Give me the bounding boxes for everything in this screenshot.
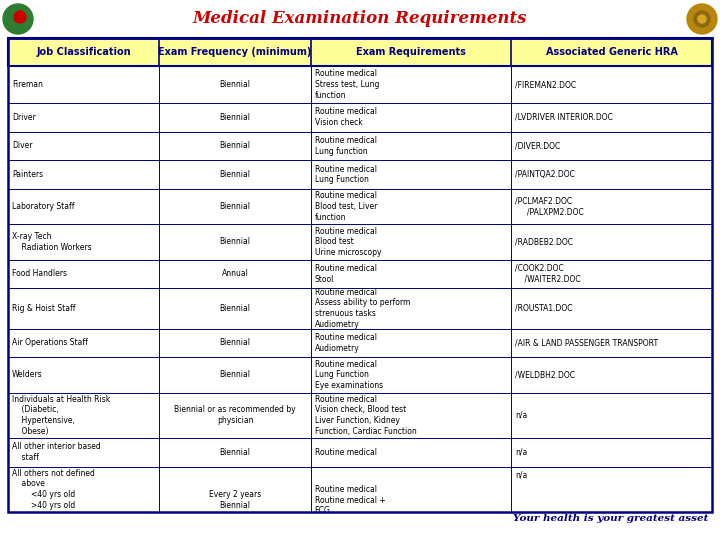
Text: /WELDBH2.DOC: /WELDBH2.DOC	[516, 370, 575, 379]
Text: All other interior based
    staff: All other interior based staff	[12, 442, 101, 462]
Text: Driver: Driver	[12, 113, 36, 122]
Text: Routine medical
Lung Function: Routine medical Lung Function	[315, 165, 377, 185]
Text: Routine medical
Blood test
Urine microscopy: Routine medical Blood test Urine microsc…	[315, 227, 381, 257]
Text: All others not defined
    above
        <40 yrs old
        >40 yrs old: All others not defined above <40 yrs old…	[12, 469, 95, 510]
Text: Biennial: Biennial	[220, 370, 251, 379]
Text: Routine medical
Blood test, Liver
function: Routine medical Blood test, Liver functi…	[315, 191, 377, 222]
Text: Rig & Hoist Staff: Rig & Hoist Staff	[12, 304, 76, 313]
Text: Biennial: Biennial	[220, 238, 251, 246]
Text: X-ray Tech
    Radiation Workers: X-ray Tech Radiation Workers	[12, 232, 91, 252]
Bar	[8, 357, 712, 393]
Text: Food Handlers: Food Handlers	[12, 269, 67, 278]
Text: Biennial: Biennial	[220, 448, 251, 457]
Bar	[8, 328, 712, 357]
Text: Biennial or as recommended by
physician: Biennial or as recommended by physician	[174, 406, 296, 425]
Bar	[8, 38, 712, 512]
Text: Biennial: Biennial	[220, 80, 251, 89]
Text: Job Classification: Job Classification	[37, 47, 131, 57]
Text: Your health is your greatest asset: Your health is your greatest asset	[513, 514, 708, 523]
Text: Biennial: Biennial	[220, 113, 251, 122]
Text: Routine medical
Audiometry: Routine medical Audiometry	[315, 333, 377, 353]
Text: Medical Examination Requirements: Medical Examination Requirements	[193, 10, 527, 27]
Text: Painters: Painters	[12, 170, 43, 179]
Bar	[8, 288, 712, 328]
Text: Associated Generic HRA: Associated Generic HRA	[546, 47, 678, 57]
Text: Routine medical
Stool: Routine medical Stool	[315, 264, 377, 284]
Text: Biennial: Biennial	[220, 141, 251, 151]
Text: n/a: n/a	[516, 448, 528, 457]
Text: Biennial: Biennial	[220, 304, 251, 313]
Bar	[8, 467, 712, 512]
Bar	[8, 224, 712, 260]
Circle shape	[698, 15, 706, 23]
Text: Air Operations Staff: Air Operations Staff	[12, 339, 88, 347]
Text: Routine medical
Lung Function
Eye examinations: Routine medical Lung Function Eye examin…	[315, 360, 383, 390]
Text: /ROUSTA1.DOC: /ROUSTA1.DOC	[516, 304, 573, 313]
Text: /LVDRIVER INTERIOR.DOC: /LVDRIVER INTERIOR.DOC	[516, 113, 613, 122]
Text: /RADBEB2.DOC: /RADBEB2.DOC	[516, 238, 573, 246]
Bar	[8, 189, 712, 224]
Text: Exam Requirements: Exam Requirements	[356, 47, 466, 57]
Text: n/a: n/a	[516, 470, 528, 480]
Text: n/a: n/a	[516, 411, 528, 420]
Bar	[8, 160, 712, 189]
Text: Routine medical: Routine medical	[315, 448, 377, 457]
Bar	[8, 438, 712, 467]
Circle shape	[14, 11, 26, 23]
Bar	[8, 66, 712, 103]
Text: Welders: Welders	[12, 370, 42, 379]
Bar	[8, 103, 712, 132]
Text: /AIR & LAND PASSENGER TRANSPORT: /AIR & LAND PASSENGER TRANSPORT	[516, 339, 659, 347]
Text: Biennial: Biennial	[220, 170, 251, 179]
Text: Annual: Annual	[222, 269, 248, 278]
Text: /PCLMAF2.DOC
     /PALXPM2.DOC: /PCLMAF2.DOC /PALXPM2.DOC	[516, 197, 584, 217]
Text: /DIVER.DOC: /DIVER.DOC	[516, 141, 561, 151]
Text: Laboratory Staff: Laboratory Staff	[12, 202, 74, 211]
Bar	[8, 393, 712, 438]
Text: Exam Frequency (minimum): Exam Frequency (minimum)	[158, 47, 312, 57]
Text: Biennial: Biennial	[220, 339, 251, 347]
Text: Routine medical
Routine medical +
ECG: Routine medical Routine medical + ECG	[315, 463, 385, 515]
Circle shape	[687, 4, 717, 34]
Text: Fireman: Fireman	[12, 80, 43, 89]
Text: Routine medical
Stress test, Lung
function: Routine medical Stress test, Lung functi…	[315, 69, 379, 100]
Text: Routine medical
Lung function: Routine medical Lung function	[315, 136, 377, 156]
Text: Diver: Diver	[12, 141, 32, 151]
Bar	[8, 38, 712, 66]
Text: /COOK2.DOC
    /WAITER2.DOC: /COOK2.DOC /WAITER2.DOC	[516, 264, 581, 284]
Text: Routine medical
Vision check: Routine medical Vision check	[315, 107, 377, 127]
Text: Routine medical
Vision check, Blood test
Liver Function, Kidney
Function, Cardia: Routine medical Vision check, Blood test…	[315, 395, 416, 436]
Text: Every 2 years
Biennial: Every 2 years Biennial	[209, 469, 261, 510]
Circle shape	[3, 4, 33, 34]
Bar	[8, 260, 712, 288]
Text: Routine medical
Assess ability to perform
strenuous tasks
Audiometry: Routine medical Assess ability to perfor…	[315, 288, 410, 329]
Circle shape	[694, 11, 710, 27]
Text: Individuals at Health Risk
    (Diabetic,
    Hypertensive,
    Obese): Individuals at Health Risk (Diabetic, Hy…	[12, 395, 110, 436]
Text: Biennial: Biennial	[220, 202, 251, 211]
Text: /PAINTQA2.DOC: /PAINTQA2.DOC	[516, 170, 575, 179]
Bar	[8, 132, 712, 160]
Text: /FIREMAN2.DOC: /FIREMAN2.DOC	[516, 80, 577, 89]
